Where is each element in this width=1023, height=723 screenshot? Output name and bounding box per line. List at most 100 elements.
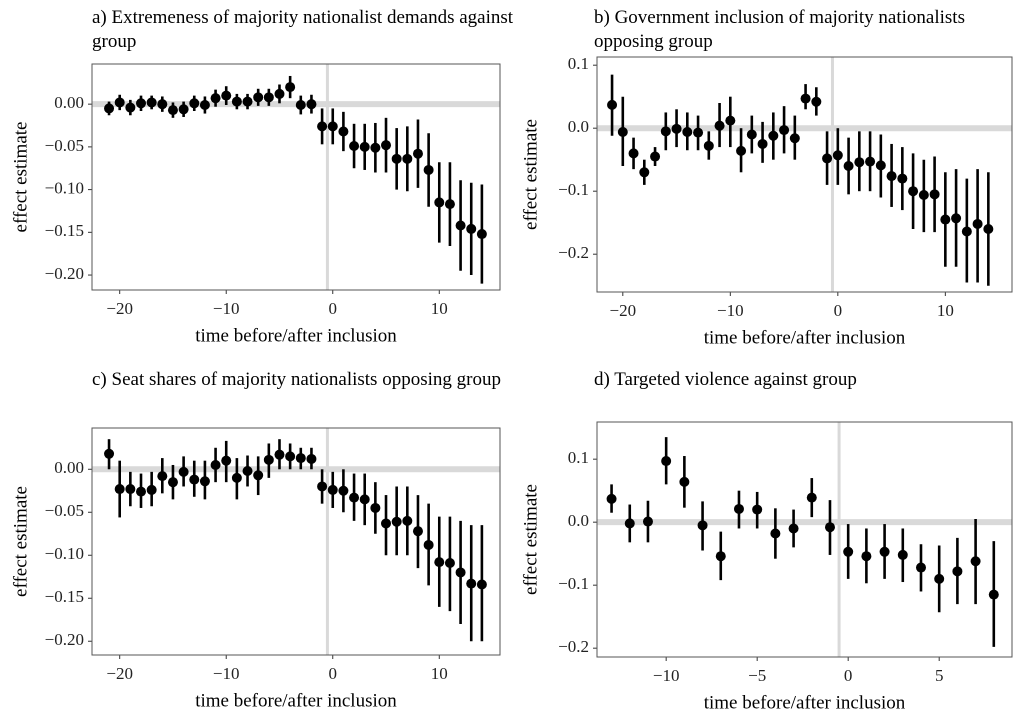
point	[476, 579, 487, 590]
point	[768, 130, 779, 141]
point	[114, 97, 125, 108]
point	[285, 82, 296, 93]
panel-title: d) Targeted violence against group	[594, 369, 857, 390]
point	[908, 186, 919, 197]
point	[338, 485, 349, 496]
x-tick-label: 5	[935, 666, 944, 685]
point	[972, 218, 983, 229]
y-tick-label: −0.05	[45, 501, 84, 520]
point	[114, 484, 125, 495]
y-tick-label: −0.15	[45, 221, 84, 240]
point	[865, 156, 876, 167]
point	[402, 515, 413, 526]
point	[642, 516, 653, 527]
point	[359, 494, 370, 505]
point	[466, 578, 477, 589]
point	[824, 522, 835, 533]
point	[861, 551, 872, 562]
point	[295, 100, 306, 111]
point	[146, 484, 157, 495]
point	[811, 96, 822, 107]
plot-frame	[596, 421, 1013, 658]
point	[961, 226, 972, 237]
point	[624, 518, 635, 529]
point	[136, 486, 147, 497]
panel: 0.1 0.0 −0.1 −0.2 −10 −5 0 5 time before/after i…	[520, 421, 1013, 713]
point	[682, 126, 693, 137]
point	[679, 476, 690, 487]
point	[221, 90, 232, 101]
y-tick-label: −0.1	[558, 180, 589, 199]
point	[661, 456, 672, 467]
point	[715, 551, 726, 562]
point	[714, 120, 725, 131]
point	[104, 103, 115, 114]
x-tick-label: −10	[213, 299, 240, 318]
point	[221, 455, 232, 466]
y-tick-label: 0.1	[568, 54, 589, 73]
x-tick-label: 10	[431, 299, 448, 318]
x-tick-label: −20	[106, 664, 133, 683]
point	[274, 449, 285, 460]
point	[391, 153, 402, 164]
point	[349, 141, 360, 152]
point	[606, 493, 617, 504]
x-tick-label: 0	[329, 299, 338, 318]
point	[886, 171, 897, 182]
point	[242, 96, 253, 107]
y-tick-label: −0.2	[558, 637, 589, 656]
x-tick-label: 10	[937, 301, 954, 320]
point	[879, 546, 890, 557]
point	[381, 518, 392, 529]
point	[157, 471, 168, 482]
point	[381, 140, 392, 151]
y-axis-label: effect estimate	[520, 119, 541, 230]
point	[703, 140, 714, 151]
x-axis-label: time before/after inclusion	[704, 692, 906, 713]
point	[327, 121, 338, 132]
point	[988, 589, 999, 600]
point	[167, 105, 178, 116]
point	[189, 98, 200, 109]
point	[789, 133, 800, 144]
y-tick-label: −0.05	[45, 136, 84, 155]
point	[671, 123, 682, 134]
y-tick-label: 0.0	[568, 117, 589, 136]
point	[274, 88, 285, 99]
point	[952, 566, 963, 577]
point	[306, 453, 317, 464]
point	[104, 448, 115, 459]
point	[136, 98, 147, 109]
y-tick-label: −0.15	[45, 587, 84, 606]
point	[736, 145, 747, 156]
point	[359, 141, 370, 152]
point	[306, 99, 317, 110]
y-axis-label: effect estimate	[10, 486, 31, 597]
point	[242, 465, 253, 476]
x-tick-label: −5	[748, 666, 766, 685]
point	[940, 214, 951, 225]
y-tick-label: −0.2	[558, 243, 589, 262]
y-tick-label: −0.1	[558, 574, 589, 593]
point	[455, 220, 466, 231]
point	[788, 523, 799, 534]
point	[412, 148, 423, 159]
point	[317, 121, 328, 132]
point	[402, 153, 413, 164]
x-tick-label: −20	[106, 299, 133, 318]
y-axis-label: effect estimate	[10, 122, 31, 233]
x-tick-label: −10	[213, 664, 240, 683]
x-axis-label: time before/after inclusion	[704, 327, 906, 348]
point	[423, 539, 434, 550]
point	[725, 115, 736, 126]
point	[832, 150, 843, 161]
point	[349, 492, 360, 503]
panel-title: b) Government inclusion of majority nati…	[594, 7, 965, 52]
point	[327, 484, 338, 495]
x-tick-label: −10	[653, 666, 680, 685]
y-tick-label: 0.0	[568, 511, 589, 530]
point	[178, 466, 189, 477]
point	[146, 97, 157, 108]
